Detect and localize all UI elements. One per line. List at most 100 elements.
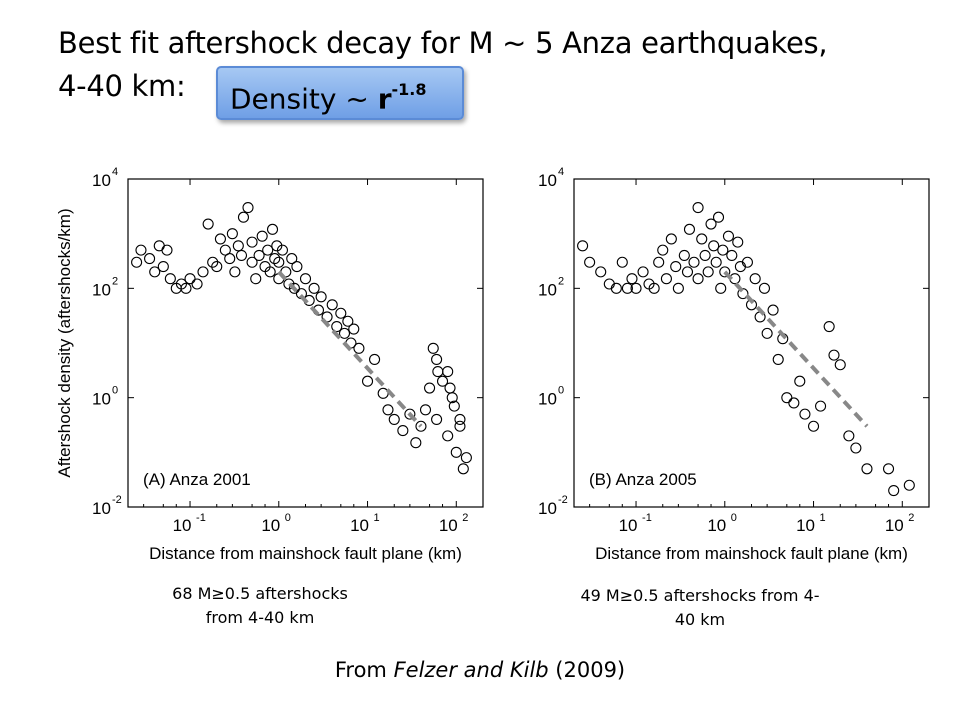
data-point [444, 382, 456, 394]
chart-panel-a: 10 -1 10 0 10 1 10 2 10 -2 10 0 10 2 10 4 Distance from … [48, 165, 510, 575]
x-tick-label: 10 [707, 516, 726, 535]
density-base: r [377, 82, 392, 116]
density-prefix: Density ~ [230, 82, 378, 116]
data-point [688, 256, 700, 268]
data-point [834, 359, 846, 371]
y-tick-label: 10 [92, 390, 111, 409]
data-point [626, 273, 638, 285]
data-point [335, 307, 347, 319]
data-point [180, 282, 192, 294]
data-point [678, 249, 690, 261]
data-point [630, 282, 642, 294]
data-point [717, 244, 729, 256]
data-point [253, 249, 265, 261]
data-point [164, 273, 176, 285]
data-point [616, 256, 628, 268]
data-point [741, 256, 753, 268]
slide-title: Best fit aftershock decay for M ~ 5 Anza… [58, 22, 918, 108]
data-point [767, 304, 779, 316]
data-point [246, 236, 258, 248]
data-point [637, 266, 649, 278]
title-line-1: Best fit aftershock decay for M ~ 5 Anza… [58, 26, 828, 60]
y-tick-exponent: -2 [558, 494, 568, 506]
data-point [726, 249, 738, 261]
title-line-2: 4-40 km: [58, 69, 186, 103]
data-point [331, 320, 343, 333]
caption-right: 49 M≥0.5 aftershocks from 4- 40 km [540, 584, 860, 632]
data-point [436, 375, 449, 387]
data-point [722, 230, 735, 242]
y-tick-exponent: 4 [558, 166, 564, 178]
data-point [850, 442, 862, 454]
density-exponent: -1.8 [391, 80, 427, 99]
y-axis-label: Aftershock density (aftershocks/km) [55, 208, 74, 477]
data-point [242, 202, 254, 214]
chart-panel-b: 10 -1 10 0 10 1 10 2 10 -2 10 0 10 2 10 4 Distance from … [494, 165, 956, 575]
plot-frame [573, 178, 930, 508]
data-point [888, 484, 900, 497]
y-tick-label: 10 [92, 171, 111, 190]
data-point [388, 413, 400, 425]
data-point [670, 261, 682, 273]
data-point [788, 397, 800, 409]
data-point [273, 256, 285, 268]
data-point [361, 375, 374, 387]
data-point [271, 240, 283, 252]
data-point [692, 273, 704, 285]
data-point [404, 408, 416, 420]
data-point [224, 253, 236, 265]
fit-line [723, 270, 869, 428]
data-point [794, 375, 806, 387]
data-point [719, 266, 731, 278]
data-point [353, 342, 365, 354]
data-point [692, 202, 704, 214]
data-point [197, 266, 209, 278]
data-point [256, 230, 268, 242]
data-point [712, 211, 725, 223]
y-tick-label: 10 [92, 280, 111, 299]
data-point [442, 430, 454, 442]
data-point [648, 282, 660, 294]
x-tick-label: 10 [173, 516, 192, 535]
data-point [431, 413, 443, 425]
x-tick-label: 10 [885, 516, 904, 535]
y-tick-label: 10 [538, 280, 557, 299]
data-point [308, 282, 320, 294]
data-point [184, 273, 196, 285]
y-tick-label: 10 [538, 171, 557, 190]
plot-frame [127, 178, 484, 508]
data-point [144, 253, 156, 265]
y-tick-exponent: 4 [112, 166, 118, 178]
data-point [226, 228, 238, 240]
data-point [828, 349, 840, 361]
data-point [454, 413, 466, 425]
data-point [299, 273, 312, 285]
data-point [660, 273, 672, 285]
data-point [665, 233, 677, 245]
data-point [397, 425, 409, 437]
data-point [338, 327, 351, 339]
y-tick-label: 10 [538, 390, 557, 409]
data-point [264, 266, 276, 278]
data-point [288, 282, 300, 294]
data-point [262, 244, 274, 256]
data-point [229, 266, 241, 278]
data-point [710, 256, 722, 268]
data-point [861, 463, 873, 475]
x-tick-label: 10 [619, 516, 638, 535]
data-point [772, 353, 784, 366]
x-tick-label: 10 [796, 516, 815, 535]
data-point [749, 273, 761, 285]
data-point [653, 256, 665, 268]
data-point [191, 278, 203, 290]
data-point [419, 404, 432, 416]
data-point [431, 353, 443, 366]
data-point [291, 261, 303, 273]
data-point [211, 261, 223, 273]
data-point [326, 299, 338, 311]
y-tick-label: 10 [92, 499, 111, 518]
data-point [415, 420, 427, 432]
data-point [882, 463, 895, 475]
data-point [276, 244, 289, 256]
caption-left-line-1: 68 M≥0.5 aftershocks [172, 584, 348, 603]
